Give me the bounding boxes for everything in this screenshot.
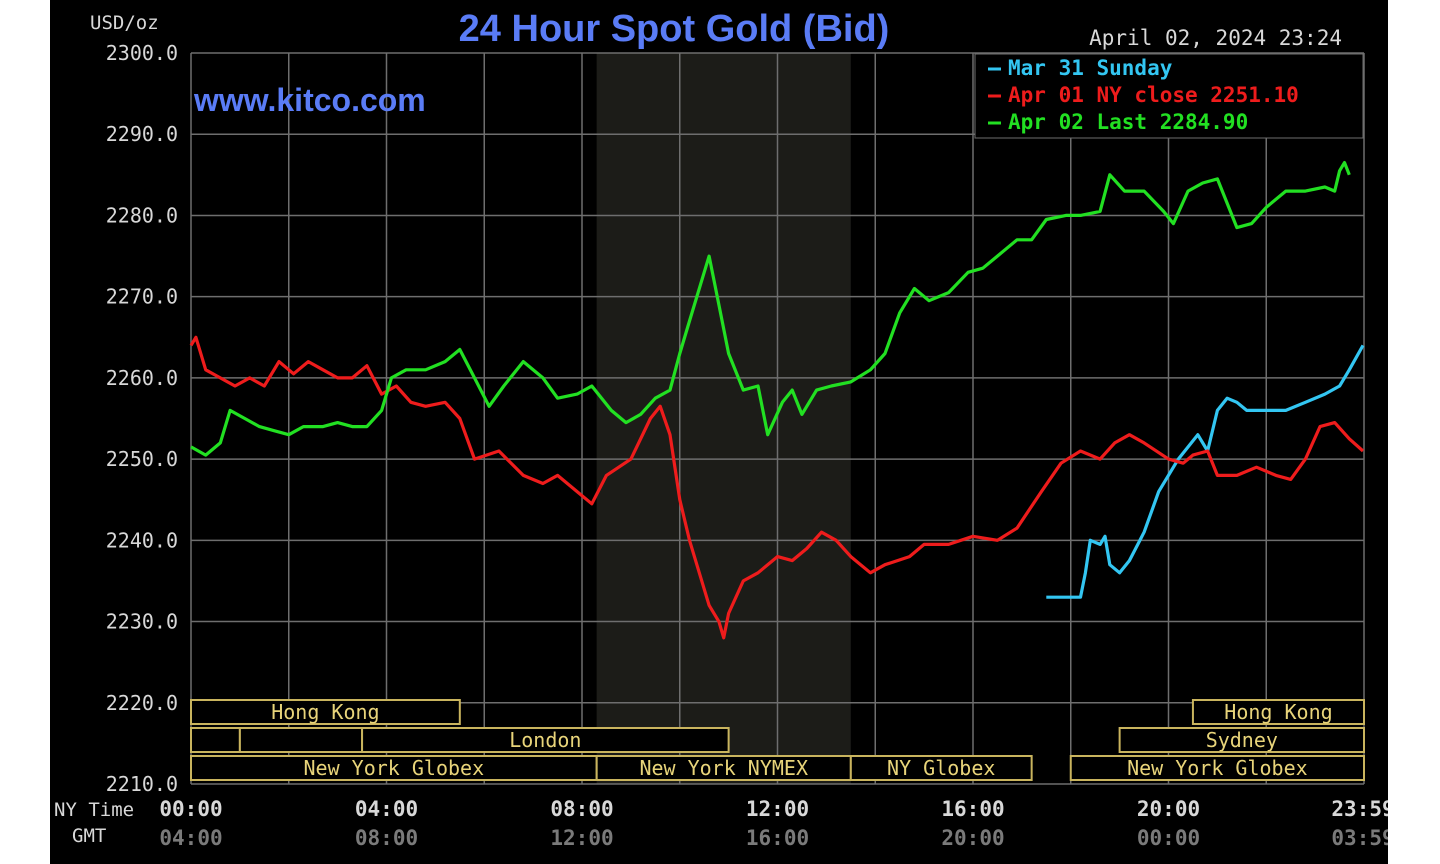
x-tick-label-gmt: 03:59 bbox=[1331, 826, 1388, 850]
session-label: NY Globex bbox=[887, 756, 995, 780]
y-tick-label: 2290.0 bbox=[106, 122, 178, 146]
session-bar bbox=[190, 727, 241, 753]
session-label: Hong Kong bbox=[271, 700, 379, 724]
session-label: London bbox=[509, 728, 581, 752]
session-bar bbox=[190, 755, 598, 781]
y-tick-label: 2210.0 bbox=[106, 772, 178, 796]
y-tick-label: 2220.0 bbox=[106, 691, 178, 715]
y-tick-label: 2240.0 bbox=[106, 528, 178, 552]
session-bar bbox=[238, 727, 364, 753]
session-bar bbox=[849, 755, 1033, 781]
watermark-url: www.kitco.com bbox=[193, 82, 426, 118]
y-axis-unit-label: USD/oz bbox=[90, 12, 159, 34]
session-label: Sydney bbox=[1206, 728, 1278, 752]
x-tick-label-ny: 16:00 bbox=[941, 797, 1004, 821]
x-tick-label-ny: 04:00 bbox=[355, 797, 418, 821]
legend-entry: Apr 01 NY close 2251.10 bbox=[1008, 83, 1299, 107]
x-tick-label-gmt: 12:00 bbox=[550, 826, 613, 850]
chart-title: 24 Hour Spot Gold (Bid) bbox=[459, 8, 890, 50]
session-label: New York Globex bbox=[1127, 756, 1308, 780]
session-bar bbox=[190, 699, 461, 725]
x-tick-label-gmt: 00:00 bbox=[1137, 826, 1200, 850]
session-bar bbox=[361, 727, 730, 753]
x-tick-label-ny: 08:00 bbox=[550, 797, 613, 821]
chart-frame: USD/oz 24 Hour Spot Gold (Bid) April 02,… bbox=[50, 0, 1388, 864]
axes: 2300.0 2290.0 2280.0 2270.0 2260.0 2250.0 2240… bbox=[54, 41, 1388, 850]
legend-entry: Apr 02 Last 2284.90 bbox=[1008, 110, 1248, 134]
legend-box bbox=[974, 53, 1364, 139]
x-tick-label-ny: 23:59 bbox=[1331, 797, 1388, 821]
timestamp: April 02, 2024 23:24 bbox=[1089, 26, 1342, 50]
series-line bbox=[189, 335, 1365, 640]
gmt-row-label: GMT bbox=[72, 825, 106, 847]
session-bar bbox=[595, 755, 852, 781]
session-label: New York NYMEX bbox=[639, 756, 808, 780]
plot-area: Hong Kong London New York Globex New York N… bbox=[189, 52, 1365, 785]
legend-entry: Mar 31 Sunday bbox=[1008, 56, 1173, 80]
x-tick-label-gmt: 16:00 bbox=[746, 826, 809, 850]
legend: Mar 31 Sunday Apr 01 NY close 2251.10 Apr … bbox=[974, 53, 1364, 139]
x-tick-label-gmt: 08:00 bbox=[355, 826, 418, 850]
x-tick-label-gmt: 04:00 bbox=[159, 826, 222, 850]
chart-svg: USD/oz 24 Hour Spot Gold (Bid) April 02,… bbox=[54, 8, 1388, 850]
x-tick-label-ny: 20:00 bbox=[1137, 797, 1200, 821]
x-tick-label-ny: 12:00 bbox=[746, 797, 809, 821]
session-label: New York Globex bbox=[304, 756, 485, 780]
y-tick-label: 2250.0 bbox=[106, 447, 178, 471]
ny-time-row-label: NY Time bbox=[54, 799, 134, 821]
y-tick-label: 2270.0 bbox=[106, 285, 178, 309]
y-tick-label: 2300.0 bbox=[106, 41, 178, 65]
session-bar bbox=[1069, 755, 1365, 781]
y-tick-label: 2230.0 bbox=[106, 610, 178, 634]
series-line bbox=[1046, 344, 1365, 599]
session-label: Hong Kong bbox=[1224, 700, 1332, 724]
x-tick-label-ny: 00:00 bbox=[159, 797, 222, 821]
nymex-shaded-region bbox=[596, 53, 851, 784]
y-tick-label: 2280.0 bbox=[106, 203, 178, 227]
y-tick-label: 2260.0 bbox=[106, 366, 178, 390]
x-tick-label-gmt: 20:00 bbox=[941, 826, 1004, 850]
session-bar bbox=[1118, 727, 1365, 753]
series-line bbox=[190, 161, 1351, 457]
session-bar bbox=[1191, 699, 1365, 725]
